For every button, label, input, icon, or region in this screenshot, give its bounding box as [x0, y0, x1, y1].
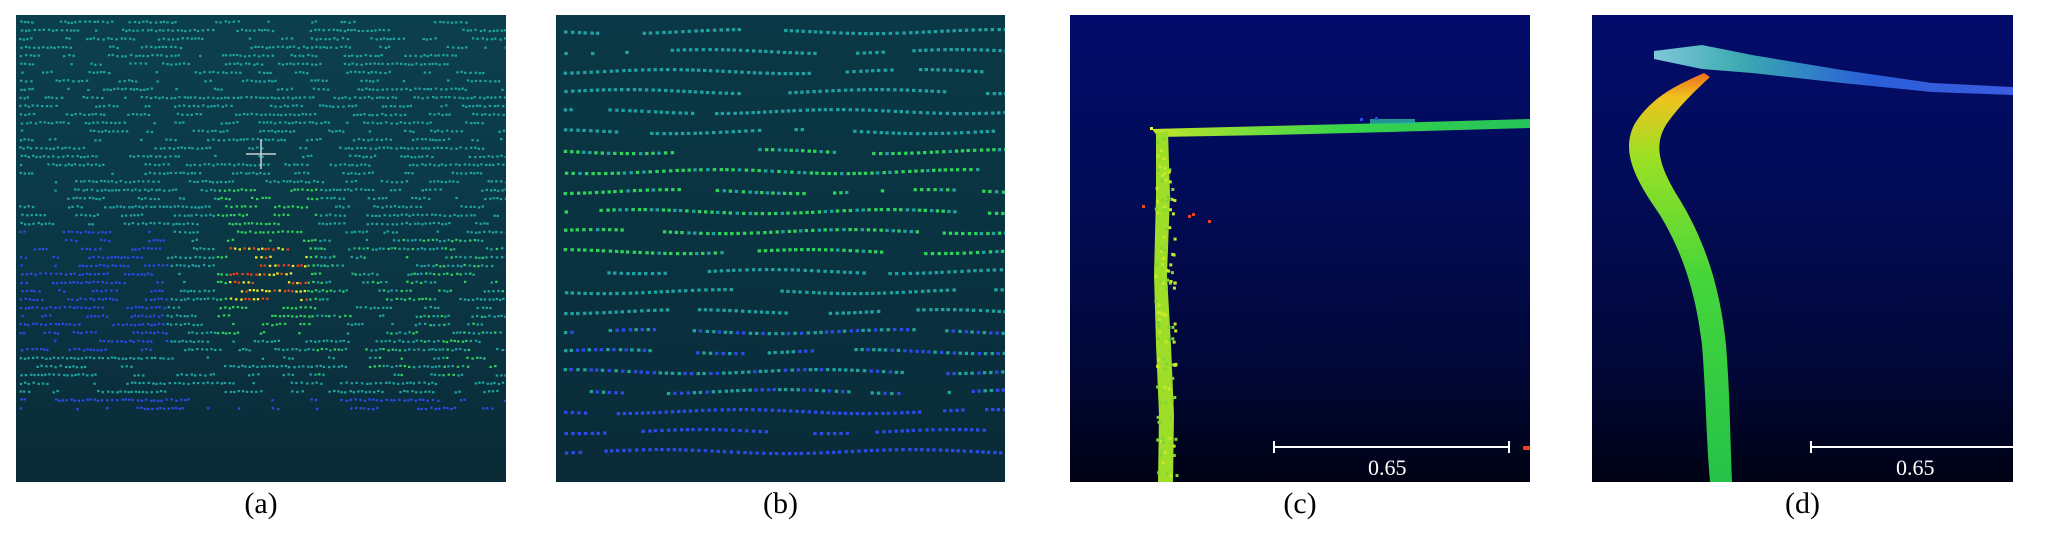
scale-bar-label-c: 0.65	[1368, 455, 1407, 480]
curved-surface	[1629, 73, 1732, 482]
cyan-patch	[1370, 119, 1415, 124]
point-rows-a	[19, 20, 506, 411]
caption-d: (d)	[1785, 487, 1820, 520]
caption-b: (b)	[763, 487, 798, 520]
vertical-surface	[1154, 131, 1174, 482]
panel-b-pointcloud	[556, 15, 1005, 482]
panel-b-image	[563, 28, 1005, 456]
panel-a-image	[19, 20, 506, 411]
caption-a: (a)	[244, 487, 278, 520]
panel-c-pointcloud: 0.65	[1070, 15, 1530, 482]
red-edge-point	[1523, 446, 1530, 450]
scale-bar	[1810, 441, 2013, 453]
crosshair-icon	[246, 139, 276, 169]
panel-a-pointcloud	[16, 15, 506, 482]
scale-bar-label-d: 0.65	[1896, 455, 1935, 480]
scale-bar	[1273, 441, 1510, 453]
noise-points-c	[1142, 117, 1378, 478]
point-rows-b	[563, 28, 1005, 456]
caption-c: (c)	[1283, 487, 1317, 520]
panel-d-image	[1629, 45, 2013, 482]
panel-d-pointcloud: 0.65	[1592, 15, 2013, 482]
panel-c-image	[1142, 117, 1530, 482]
horizontal-surface	[1152, 119, 1530, 137]
top-slab	[1654, 45, 2013, 95]
